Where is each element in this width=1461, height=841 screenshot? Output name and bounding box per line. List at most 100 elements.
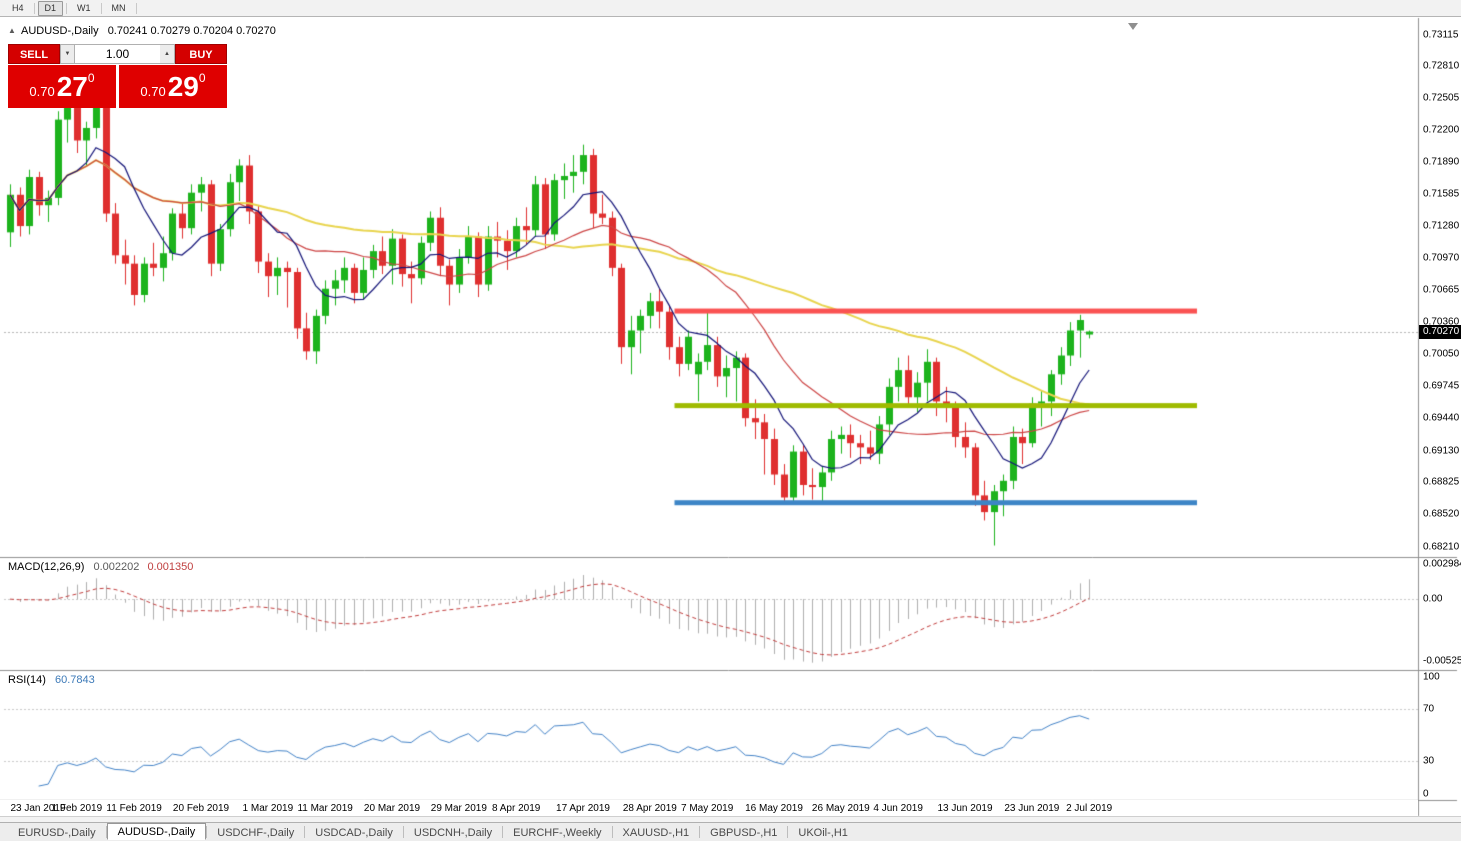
date-label: 23 Jun 2019 — [1004, 803, 1060, 814]
tab-ukoil-h1[interactable]: UKOil-,H1 — [798, 826, 848, 839]
macd-scale-label: -0.005250 — [1423, 655, 1461, 667]
periodicity-toolbar: H4 D1 W1 MN — [0, 0, 1461, 17]
rsi-scale-label: 70 — [1423, 703, 1435, 715]
ask-price-prefix: 0.70 — [140, 84, 166, 99]
bid-price-pips: 27 — [56, 70, 88, 102]
rsi-scale-label: 30 — [1423, 755, 1435, 767]
tab-eurchf-weekly[interactable]: EURCHF-,Weekly — [513, 826, 602, 839]
chart-tabs-bar: EURUSD-,Daily AUDUSD-,Daily USDCHF-,Daily U… — [0, 822, 1461, 841]
rsi-indicator-name: RSI(14) — [8, 674, 46, 686]
date-label: 2 Jul 2019 — [1066, 803, 1113, 814]
ask-price-point: 0 — [198, 71, 206, 85]
price-scale-label: 0.69440 — [1423, 412, 1460, 424]
rsi-scale-label: 0 — [1423, 788, 1429, 800]
rsi-indicator-header: RSI(14) 60.7843 — [8, 674, 95, 686]
tab-separator — [502, 826, 504, 838]
bid-quote-button[interactable]: 0.70 27 0 — [8, 65, 116, 108]
date-label: 11 Mar 2019 — [297, 803, 353, 814]
date-label: 23 Jan 2019 — [10, 803, 66, 814]
chart-shift-marker-icon[interactable] — [1128, 23, 1138, 30]
price-scale-label: 0.70665 — [1423, 284, 1460, 296]
price-scale-label: 0.73115 — [1423, 29, 1459, 41]
price-scale-label: 0.68825 — [1423, 476, 1460, 488]
tab-separator — [105, 826, 107, 838]
chart-symbol-period: AUDUSD-,Daily — [21, 25, 99, 37]
price-scale-label: 0.70360 — [1423, 316, 1460, 328]
one-click-panel-toggle-icon[interactable]: ▲ — [8, 26, 16, 35]
timeframe-button-mn[interactable]: MN — [111, 2, 126, 13]
toolbar-separator — [135, 2, 137, 14]
price-scale-label: 0.72810 — [1423, 60, 1460, 72]
time-axis[interactable]: 23 Jan 2019 1 Feb 2019 11 Feb 2019 20 Feb 2… — [0, 800, 1418, 816]
price-scale-label: 0.71280 — [1423, 220, 1460, 232]
tab-separator — [402, 826, 404, 838]
price-scale-label: 0.72505 — [1423, 92, 1460, 104]
timeframe-button-w1[interactable]: W1 — [77, 2, 91, 13]
date-label: 26 May 2019 — [811, 803, 870, 814]
ask-price-pips: 29 — [167, 70, 199, 102]
bid-price-point: 0 — [87, 71, 95, 85]
tab-xauusd-h1[interactable]: XAUUSD-,H1 — [622, 826, 690, 839]
price-scale[interactable]: 0.70270 0.73115 0.72810 0.72505 0.72200 0.71… — [1419, 17, 1461, 816]
tab-usdcad-daily[interactable]: USDCAD-,Daily — [315, 826, 393, 839]
volume-input[interactable] — [75, 44, 160, 64]
bid-price-badge: 0.70270 — [1419, 324, 1461, 339]
ask-quote-button[interactable]: 0.70 29 0 — [119, 65, 227, 108]
date-label: 28 Apr 2019 — [622, 803, 677, 814]
date-label: 29 Mar 2019 — [430, 803, 487, 814]
price-scale-label: 0.72200 — [1423, 124, 1460, 136]
price-scale-label: 0.71585 — [1423, 188, 1460, 200]
tab-separator — [699, 826, 701, 838]
rsi-scale-label: 100 — [1423, 671, 1440, 683]
one-click-trading-panel: SELL ▼ ▲ BUY 0.70 27 0 0.70 29 0 — [8, 44, 227, 108]
tab-audusd-daily[interactable]: AUDUSD-,Daily — [106, 822, 207, 840]
date-label: 16 May 2019 — [745, 803, 803, 814]
macd-indicator-name: MACD(12,26,9) — [8, 561, 85, 573]
price-scale-label: 0.68210 — [1423, 541, 1460, 553]
price-scale-label: 0.68520 — [1423, 508, 1460, 520]
date-label: 11 Feb 2019 — [106, 803, 162, 814]
tab-gbpusd-h1[interactable]: GBPUSD-,H1 — [710, 826, 778, 839]
price-scale-label: 0.69130 — [1423, 445, 1460, 457]
tab-separator — [304, 826, 306, 838]
date-label: 20 Feb 2019 — [172, 803, 230, 814]
chart-bottom-strip — [0, 816, 1461, 822]
chart-ohlc-values: 0.70241 0.70279 0.70204 0.70270 — [107, 25, 276, 37]
tab-usdchf-daily[interactable]: USDCHF-,Daily — [217, 826, 295, 839]
macd-main-value: 0.002202 — [93, 561, 140, 573]
date-label: 17 Apr 2019 — [556, 803, 610, 814]
tab-separator — [787, 826, 789, 838]
date-label: 1 Feb 2019 — [51, 803, 103, 814]
bid-price-prefix: 0.70 — [29, 84, 55, 99]
price-scale-label: 0.69745 — [1423, 380, 1460, 392]
macd-signal-value: 0.001350 — [147, 561, 194, 573]
toolbar-separator — [33, 2, 35, 14]
price-scale-label: 0.71890 — [1423, 156, 1460, 168]
timeframe-button-d1[interactable]: D1 — [37, 0, 64, 16]
toolbar-separator — [66, 2, 68, 14]
macd-scale-label: 0.002984 — [1423, 558, 1461, 570]
date-label: 1 Mar 2019 — [242, 803, 294, 814]
volume-increase-button[interactable]: ▲ — [160, 44, 175, 64]
tab-separator — [611, 826, 613, 838]
timeframe-button-h4[interactable]: H4 — [12, 2, 24, 13]
date-label: 8 Apr 2019 — [491, 803, 541, 814]
buy-button[interactable]: BUY — [175, 44, 227, 64]
date-label: 7 May 2019 — [681, 803, 734, 814]
macd-scale-label: 0.00 — [1423, 593, 1443, 605]
tab-usdcnh-daily[interactable]: USDCNH-,Daily — [413, 826, 493, 839]
price-scale-label: 0.70970 — [1423, 252, 1460, 264]
volume-decrease-button[interactable]: ▼ — [60, 44, 75, 64]
chart-title: AUDUSD-,Daily 0.70241 0.70279 0.70204 0.… — [21, 25, 276, 37]
tab-eurusd-daily[interactable]: EURUSD-,Daily — [18, 826, 96, 839]
tab-separator — [206, 826, 208, 838]
price-scale-label: 0.70050 — [1423, 348, 1460, 360]
date-label: 20 Mar 2019 — [363, 803, 421, 814]
toolbar-separator — [100, 2, 102, 14]
date-label: 4 Jun 2019 — [873, 803, 923, 814]
sell-button[interactable]: SELL — [8, 44, 60, 64]
macd-indicator-header: MACD(12,26,9) 0.002202 0.001350 — [8, 561, 193, 573]
date-label: 13 Jun 2019 — [937, 803, 993, 814]
rsi-value: 60.7843 — [54, 674, 95, 686]
